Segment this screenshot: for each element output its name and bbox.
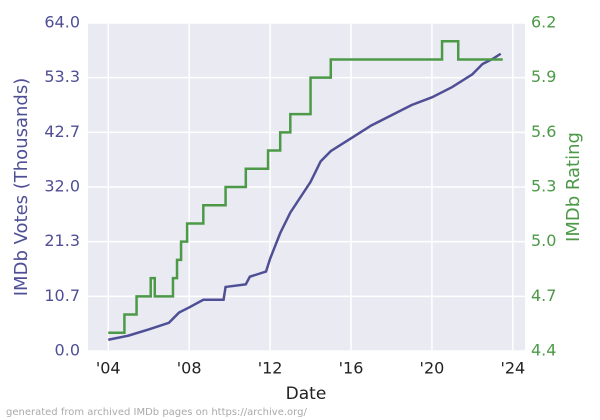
x-tick-label: '16 [339, 359, 364, 378]
y-tick-label: 0.0 [55, 341, 80, 360]
y2-axis-label: IMDb Rating [563, 132, 584, 242]
y-tick-label: 64.0 [44, 13, 80, 32]
x-tick-label: '04 [96, 359, 121, 378]
y2-tick-label: 5.6 [531, 122, 556, 141]
y2-tick-label: 4.7 [531, 286, 556, 305]
y2-tick-label: 5.3 [531, 177, 556, 196]
footer: generated from archived IMDb pages on ht… [6, 407, 307, 418]
y2-tick-label: 4.4 [531, 341, 556, 360]
x-tick-label: '24 [500, 359, 525, 378]
x-axis-label: Date [286, 384, 327, 404]
y-tick-label: 10.7 [44, 286, 80, 305]
y2-tick-label: 5.9 [531, 67, 556, 86]
series-line [108, 39, 503, 335]
y-axis-label: IMDb Votes (Thousands) [11, 78, 32, 297]
series-line [107, 52, 502, 341]
y-tick-label: 42.7 [44, 122, 80, 141]
y-tick-label: 32.0 [44, 177, 80, 196]
x-tick-label: '08 [177, 359, 202, 378]
y2-tick-label: 5.0 [531, 231, 556, 250]
y2-tick-label: 6.2 [531, 13, 556, 32]
x-tick-label: '12 [258, 359, 283, 378]
x-tick-label: '20 [420, 359, 445, 378]
y-tick-label: 53.3 [44, 67, 80, 86]
y-tick-label: 21.3 [44, 231, 80, 250]
